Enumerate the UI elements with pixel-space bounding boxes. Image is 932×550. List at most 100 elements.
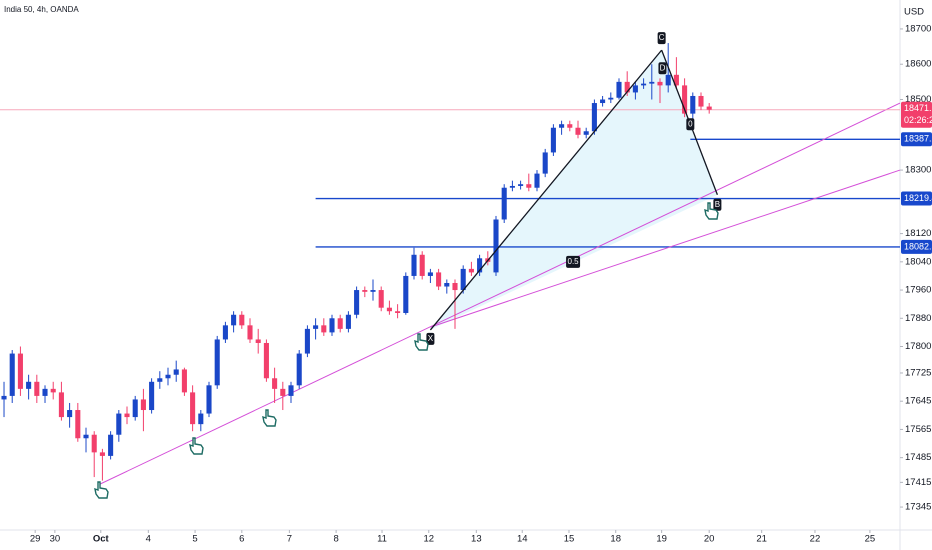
x-tick-label: 7 <box>287 534 292 545</box>
candle-body <box>124 413 130 418</box>
candle-body <box>190 392 196 425</box>
candle-body <box>206 385 212 414</box>
x-tick-label: 15 <box>564 534 575 545</box>
pattern-line <box>689 123 718 196</box>
candle-body <box>698 95 704 107</box>
candle-body <box>411 254 417 276</box>
pattern-point-label: X <box>428 334 434 343</box>
hand-icon <box>414 333 429 351</box>
candle-body <box>9 353 15 396</box>
y-tick-label: 18040.0 <box>905 256 932 267</box>
pattern-point-label: C <box>659 33 665 42</box>
x-tick-label: 20 <box>704 534 715 545</box>
candle-body <box>641 83 647 86</box>
candle-body <box>34 381 40 396</box>
candle-body <box>329 318 335 333</box>
ratio-box <box>566 255 581 268</box>
ratio-label: 0.5 <box>568 257 580 266</box>
candle-body <box>17 353 23 389</box>
hand-icon <box>189 437 204 455</box>
candle-body <box>624 81 630 93</box>
candle-body <box>706 106 712 110</box>
level-box <box>901 239 932 254</box>
candle-body <box>682 85 688 114</box>
candle-body <box>42 388 48 396</box>
candle-body <box>58 392 64 418</box>
pattern-point-box <box>657 32 666 45</box>
candle-body <box>534 173 540 188</box>
candle-body <box>673 74 679 86</box>
pattern-point-label: B <box>715 200 720 209</box>
candle-body <box>247 325 253 340</box>
candle-body <box>272 378 278 389</box>
x-tick-label: 14 <box>517 534 528 545</box>
candle-body <box>657 81 663 86</box>
y-tick-label: 18120.0 <box>905 228 932 239</box>
y-tick-label: 17800.0 <box>905 341 932 352</box>
candle-body <box>403 275 409 313</box>
level-box <box>901 191 932 206</box>
candle-body <box>132 399 138 418</box>
candle-body <box>567 124 573 128</box>
pattern-point-box <box>426 332 435 345</box>
y-tick-label: 18600.0 <box>905 59 932 70</box>
candle-body <box>665 74 671 86</box>
hand-icon <box>704 202 719 220</box>
y-tick-label: 18300.0 <box>905 165 932 176</box>
candle-body <box>255 339 261 343</box>
candle-body <box>542 152 548 174</box>
level-box <box>901 132 932 147</box>
x-tick-label: 6 <box>239 534 244 545</box>
y-tick-label: 17645.0 <box>905 396 932 407</box>
candle-body <box>452 282 458 291</box>
candle-body <box>116 413 122 435</box>
candle-body <box>501 187 507 220</box>
candle-body <box>386 307 392 312</box>
candle-body <box>26 381 32 389</box>
candle-body <box>304 328 310 354</box>
candle-body <box>378 290 384 308</box>
x-tick-label: 29 <box>30 534 41 545</box>
last-price-box <box>901 101 932 128</box>
x-tick-label: 19 <box>656 534 667 545</box>
candle-body <box>263 342 269 379</box>
candle-body <box>140 399 146 411</box>
candle-body <box>608 97 614 100</box>
candle-body <box>231 314 237 326</box>
x-tick-label: 21 <box>756 534 767 545</box>
y-tick-label: 17415.0 <box>905 477 932 488</box>
y-tick-label: 17725.0 <box>905 367 932 378</box>
candle-body <box>67 410 73 418</box>
candle-body <box>345 314 351 329</box>
pattern-point-box <box>686 118 695 131</box>
candle-body <box>518 184 524 186</box>
candle-body <box>436 272 442 287</box>
pattern-area <box>430 50 718 330</box>
candle-body <box>149 381 155 411</box>
candle-body <box>181 369 187 393</box>
x-tick-label: 30 <box>50 534 61 545</box>
level-label: 18219.4 <box>904 193 932 203</box>
y-tick-label: 18500.0 <box>905 94 932 105</box>
candle-body <box>690 95 696 114</box>
candle-body <box>214 339 220 386</box>
candle-body <box>559 124 565 128</box>
candle-body <box>468 268 474 273</box>
candle-body <box>288 385 294 396</box>
candle-body <box>354 290 360 315</box>
candle-body <box>337 318 343 329</box>
last-price-label: 18471.1 <box>904 103 932 113</box>
pattern-point-label: D <box>660 63 666 72</box>
candle-body <box>444 282 450 287</box>
trendline <box>430 169 901 328</box>
x-tick-label: Oct <box>93 534 110 545</box>
candle-body <box>239 314 245 326</box>
y-tick-label: 17880.0 <box>905 313 932 324</box>
pattern-line <box>429 49 663 331</box>
candle-body <box>362 290 368 292</box>
candle-body <box>395 311 401 313</box>
candle-body <box>173 369 179 375</box>
candle-body <box>370 290 376 292</box>
x-tick-label: 22 <box>810 534 821 545</box>
